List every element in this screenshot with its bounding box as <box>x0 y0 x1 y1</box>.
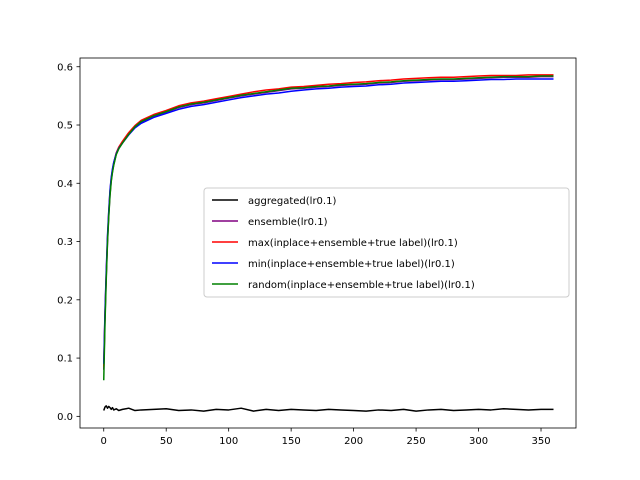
legend-label-0: aggregated(lr0.1) <box>248 196 336 207</box>
legend: aggregated(lr0.1) ensemble(lr0.1) max(inpl… <box>203 187 570 298</box>
x-tick-label: 300 <box>469 436 488 447</box>
legend-label-3: min(inplace+ensemble+true label)(lr0.1) <box>248 259 455 270</box>
x-axis: 0 50 100 150 200 250 300 350 <box>101 428 551 447</box>
legend-box <box>203 187 570 298</box>
x-tick-label: 150 <box>282 436 301 447</box>
series-line-4 <box>102 75 554 381</box>
y-tick-label: 0.6 <box>57 62 73 73</box>
x-tick-label: 250 <box>407 436 426 447</box>
y-tick-label: 0.3 <box>57 237 73 248</box>
y-tick-label: 0.5 <box>57 121 73 132</box>
y-tick-label: 0.1 <box>57 354 73 365</box>
x-tick-label: 50 <box>160 436 173 447</box>
legend-label-2: max(inplace+ensemble+true label)(lr0.1) <box>248 238 458 249</box>
plot-frame <box>79 57 577 429</box>
x-tick-label: 100 <box>219 436 238 447</box>
x-tick-label: 200 <box>344 436 363 447</box>
y-tick-label: 0.2 <box>57 295 73 306</box>
y-axis: 0.0 0.1 0.2 0.3 0.4 0.5 0.6 <box>57 62 80 423</box>
y-tick-label: 0.0 <box>57 412 73 423</box>
legend-label-4: random(inplace+ensemble+true label)(lr0.… <box>248 280 475 291</box>
y-tick-label: 0.4 <box>57 179 73 190</box>
legend-label-1: ensemble(lr0.1) <box>248 217 328 228</box>
x-tick-label: 350 <box>531 436 550 447</box>
series-layer <box>102 74 554 412</box>
series-line-0 <box>103 405 554 412</box>
x-tick-label: 0 <box>101 436 107 447</box>
